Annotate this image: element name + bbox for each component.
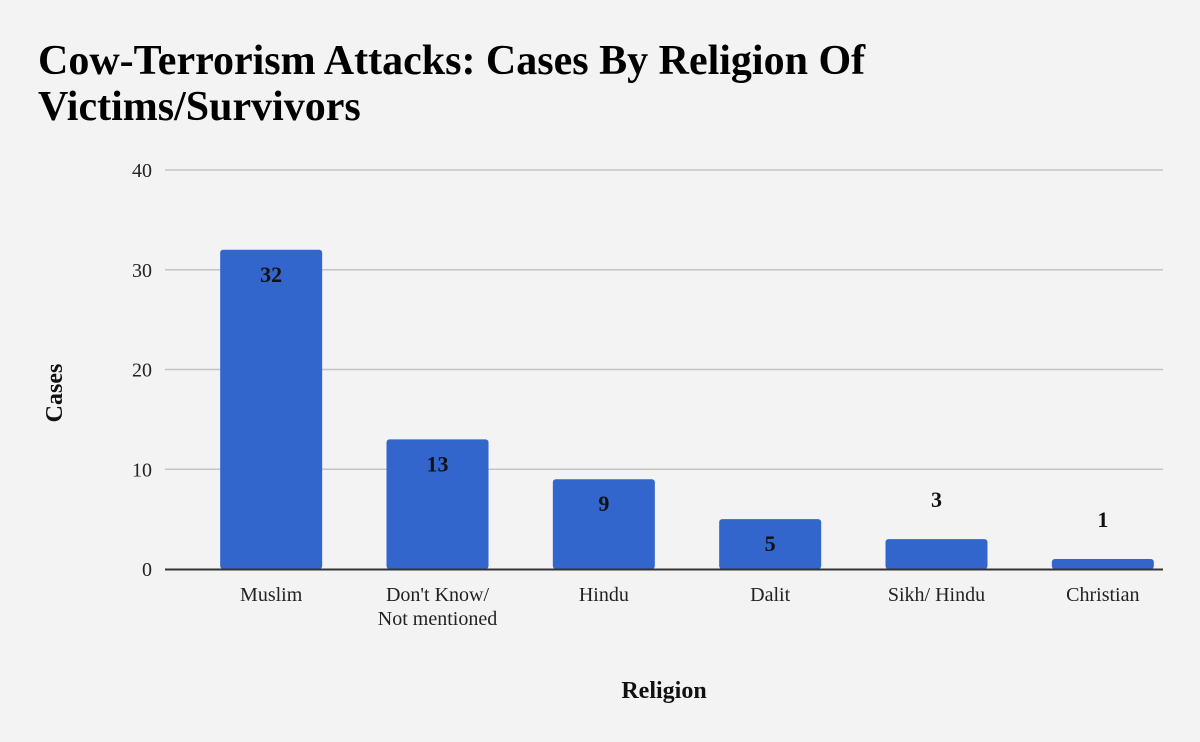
bar-data-label: 5 (765, 531, 776, 556)
x-category-label-line: Muslim (240, 584, 303, 606)
x-category-label: Don't Know/Not mentioned (378, 584, 497, 630)
x-category-label: Hindu (579, 584, 629, 606)
x-category-label: Christian (1066, 584, 1139, 606)
x-axis-title: Religion (621, 678, 706, 704)
bar-data-label: 1 (1097, 507, 1108, 532)
x-category-label-line: Dalit (750, 584, 790, 606)
bar (552, 479, 655, 569)
bar-data-label: 13 (427, 451, 449, 476)
y-tick-label: 20 (132, 360, 152, 382)
y-axis-ticks: 0 10 20 30 40 (132, 160, 152, 581)
x-axis-categories: Muslim Don't Know/Not mentioned Hindu Dalit… (240, 584, 1139, 630)
bar (719, 519, 822, 569)
bar-data-label: 3 (931, 487, 942, 512)
bar (220, 249, 323, 570)
x-category-label: Muslim (240, 584, 303, 606)
bars (220, 249, 1154, 570)
y-axis-title: Cases (42, 364, 68, 423)
y-tick-label: 0 (142, 559, 152, 581)
bar (885, 539, 988, 569)
chart-title: Cow-Terrorism Attacks: Cases By Religion… (38, 38, 866, 130)
bar-data-labels: 32 13 9 5 3 1 (260, 262, 1108, 556)
y-tick-label: 40 (132, 160, 152, 182)
x-category-label-line: Christian (1066, 584, 1139, 606)
bar (1051, 559, 1154, 569)
x-category-label-line: Not mentioned (378, 608, 497, 630)
x-category-label-line: Hindu (579, 584, 629, 606)
x-category-label-line: Sikh/ Hindu (888, 584, 985, 606)
bar-data-label: 9 (598, 491, 609, 516)
x-category-label: Sikh/ Hindu (888, 584, 985, 606)
x-category-label-line: Don't Know/ (386, 584, 489, 606)
bar (386, 439, 489, 569)
x-category-label: Dalit (750, 584, 790, 606)
bar-data-label: 32 (260, 262, 282, 287)
gridlines (165, 169, 1163, 470)
y-tick-label: 10 (132, 459, 152, 481)
y-tick-label: 30 (132, 260, 152, 282)
